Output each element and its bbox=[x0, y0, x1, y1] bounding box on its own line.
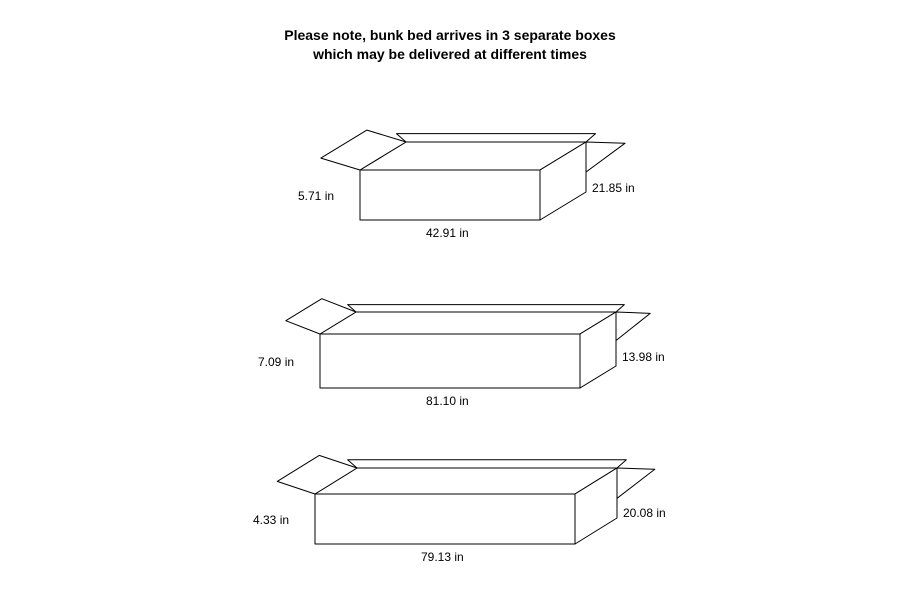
box-1: 5.71 in 42.91 in 21.85 in bbox=[0, 110, 900, 270]
box-3-height-label: 4.33 in bbox=[253, 513, 289, 527]
box-3-depth-label: 20.08 in bbox=[623, 506, 666, 520]
box-face-top bbox=[320, 312, 616, 334]
box-1-depth-label: 21.85 in bbox=[592, 181, 635, 195]
box-face-front bbox=[360, 170, 540, 220]
box-face-top bbox=[315, 468, 617, 494]
boxes-container: 5.71 in 42.91 in 21.85 in 7.09 in 81.10 in 1… bbox=[0, 110, 900, 600]
box-face-front bbox=[320, 334, 580, 388]
box-flap-back bbox=[396, 134, 595, 142]
box-3-width-label: 79.13 in bbox=[421, 550, 464, 564]
box-2-depth-label: 13.98 in bbox=[622, 350, 665, 364]
box-face-front bbox=[315, 494, 575, 544]
box-2: 7.09 in 81.10 in 13.98 in bbox=[0, 280, 900, 430]
title-line-1: Please note, bunk bed arrives in 3 separ… bbox=[284, 27, 615, 43]
title-line-2: which may be delivered at different time… bbox=[313, 46, 587, 62]
box-2-width-label: 81.10 in bbox=[426, 394, 469, 408]
box-flap-back bbox=[348, 460, 627, 468]
box-1-width-label: 42.91 in bbox=[426, 226, 469, 240]
box-2-height-label: 7.09 in bbox=[258, 355, 294, 369]
box-1-height-label: 5.71 in bbox=[298, 189, 334, 203]
shipping-note-title: Please note, bunk bed arrives in 3 separ… bbox=[0, 26, 900, 64]
box-3: 4.33 in 79.13 in 20.08 in bbox=[0, 440, 900, 590]
box-flap-back bbox=[348, 305, 625, 312]
